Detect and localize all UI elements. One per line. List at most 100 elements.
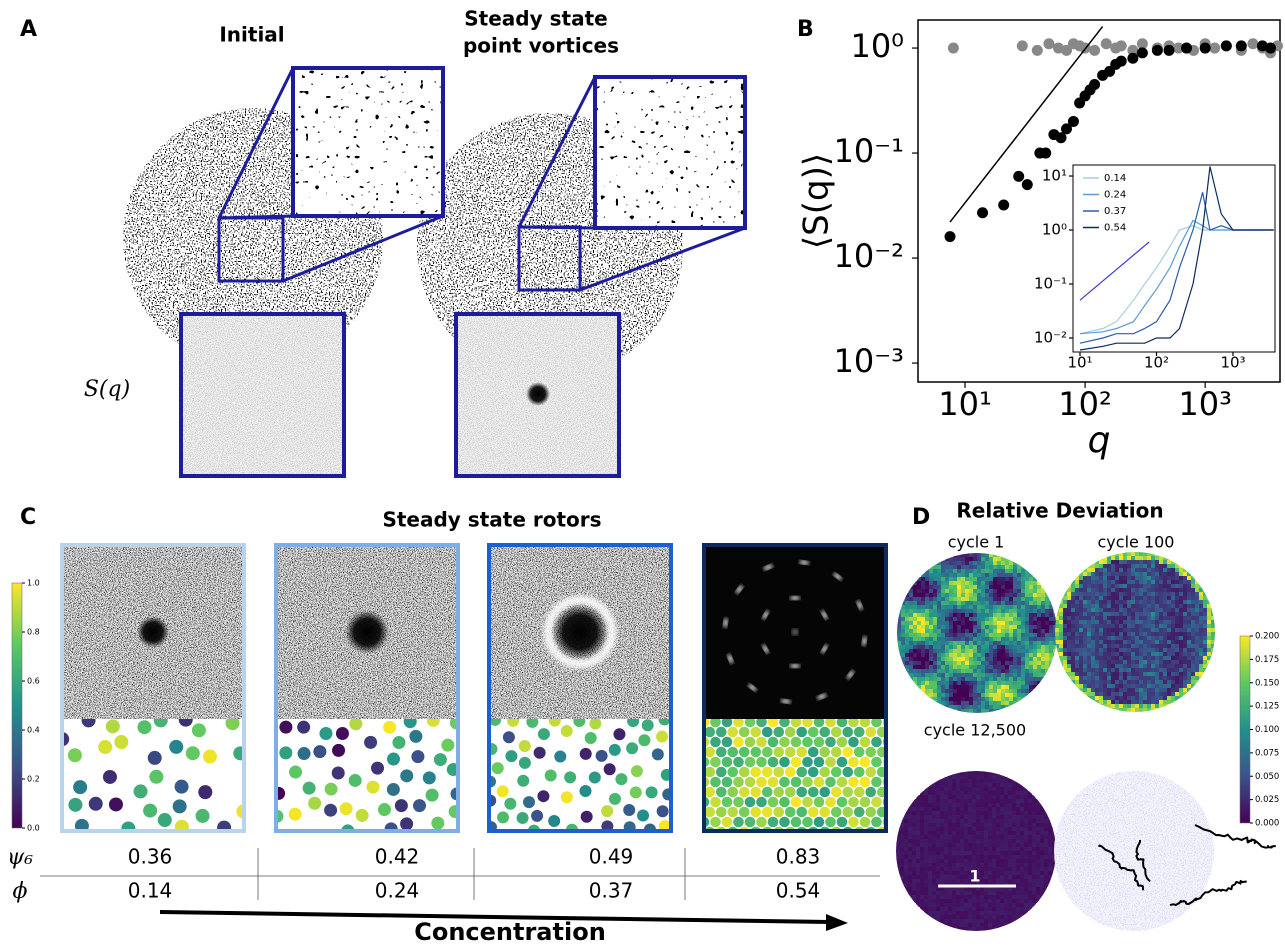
deviation-cell bbox=[968, 851, 972, 855]
deviation-cell bbox=[1211, 652, 1215, 656]
deviation-cell bbox=[1175, 644, 1179, 648]
deviation-cell bbox=[1004, 867, 1008, 871]
deviation-cell bbox=[1020, 875, 1024, 879]
deviation-cell bbox=[1099, 656, 1103, 660]
deviation-cell bbox=[989, 669, 993, 673]
deviation-cell bbox=[964, 899, 968, 903]
deviation-cell bbox=[905, 641, 909, 645]
deviation-cell bbox=[1000, 923, 1004, 927]
deviation-cell bbox=[1143, 564, 1147, 568]
deviation-cell bbox=[964, 867, 968, 871]
deviation-cell bbox=[1000, 847, 1004, 851]
deviation-cell bbox=[972, 899, 976, 903]
deviation-cell bbox=[936, 871, 940, 875]
deviation-cell bbox=[1199, 596, 1203, 600]
deviation-cell bbox=[1179, 644, 1183, 648]
deviation-cell bbox=[1001, 565, 1005, 569]
deviation-cell bbox=[957, 601, 961, 605]
deviation-cell bbox=[1131, 608, 1135, 612]
deviation-cell bbox=[952, 779, 956, 783]
deviation-cell bbox=[1115, 636, 1119, 640]
deviation-cell bbox=[1115, 648, 1119, 652]
deviation-cell bbox=[996, 811, 1000, 815]
deviation-cell bbox=[981, 677, 985, 681]
deviation-cell bbox=[1103, 628, 1107, 632]
deviation-cell bbox=[969, 557, 973, 561]
deviation-cell bbox=[1163, 688, 1167, 692]
deviation-cell bbox=[917, 629, 921, 633]
deviation-cell bbox=[1075, 624, 1079, 628]
row-label: ψ₆ bbox=[7, 845, 33, 870]
deviation-cell bbox=[969, 621, 973, 625]
deviation-cell bbox=[973, 553, 977, 557]
deviation-cell bbox=[1004, 923, 1008, 927]
deviation-cell bbox=[1040, 827, 1044, 831]
deviation-cell bbox=[1012, 863, 1016, 867]
deviation-cell bbox=[916, 835, 920, 839]
deviation-cell bbox=[953, 693, 957, 697]
deviation-cell bbox=[1025, 617, 1029, 621]
deviation-cell bbox=[1119, 680, 1123, 684]
deviation-cell bbox=[948, 815, 952, 819]
deviation-cell bbox=[940, 863, 944, 867]
deviation-cell bbox=[977, 685, 981, 689]
deviation-cell bbox=[993, 585, 997, 589]
deviation-cell bbox=[1131, 560, 1135, 564]
deviation-cell bbox=[1183, 652, 1187, 656]
deviation-cell bbox=[953, 565, 957, 569]
deviation-cell bbox=[1091, 680, 1095, 684]
deviation-cell bbox=[1163, 668, 1167, 672]
deviation-cell bbox=[973, 665, 977, 669]
deviation-cell bbox=[984, 803, 988, 807]
deviation-cell bbox=[1103, 672, 1107, 676]
deviation-cell bbox=[973, 681, 977, 685]
deviation-cell bbox=[1163, 556, 1167, 560]
rotor bbox=[581, 811, 593, 823]
deviation-cell bbox=[977, 605, 981, 609]
deviation-cell bbox=[1021, 569, 1025, 573]
deviation-cell bbox=[1131, 676, 1135, 680]
deviation-cell bbox=[1187, 644, 1191, 648]
deviation-cell bbox=[1071, 624, 1075, 628]
deviation-cell bbox=[953, 681, 957, 685]
deviation-cell bbox=[957, 661, 961, 665]
deviation-cell bbox=[1099, 568, 1103, 572]
deviation-cell bbox=[956, 907, 960, 911]
deviation-cell bbox=[1052, 871, 1056, 875]
deviation-cell bbox=[968, 771, 972, 775]
deviation-cell bbox=[1005, 605, 1009, 609]
rotor bbox=[802, 737, 813, 748]
deviation-cell bbox=[965, 693, 969, 697]
deviation-cell bbox=[1059, 636, 1063, 640]
deviation-cell bbox=[1127, 556, 1131, 560]
deviation-cell bbox=[1037, 621, 1041, 625]
deviation-cell bbox=[1187, 616, 1191, 620]
deviation-cell bbox=[1024, 875, 1028, 879]
deviation-cell bbox=[948, 827, 952, 831]
deviation-cell bbox=[980, 847, 984, 851]
deviation-cell bbox=[980, 823, 984, 827]
deviation-cell bbox=[957, 573, 961, 577]
rotor bbox=[848, 817, 859, 828]
deviation-cell bbox=[1195, 592, 1199, 596]
deviation-cell bbox=[1123, 688, 1127, 692]
deviation-cell bbox=[1012, 875, 1016, 879]
deviation-cell bbox=[1135, 584, 1139, 588]
deviation-cell bbox=[1017, 661, 1021, 665]
deviation-cell bbox=[1079, 644, 1083, 648]
deviation-cell bbox=[1099, 684, 1103, 688]
deviation-cell bbox=[1171, 636, 1175, 640]
deviation-cell bbox=[1155, 564, 1159, 568]
deviation-cell bbox=[1000, 783, 1004, 787]
deviation-cell bbox=[1024, 903, 1028, 907]
zoom-particles bbox=[293, 68, 443, 216]
deviation-cell bbox=[1091, 684, 1095, 688]
rotor bbox=[773, 807, 784, 818]
deviation-cell bbox=[896, 855, 900, 859]
deviation-cell bbox=[896, 827, 900, 831]
deviation-cell bbox=[1016, 787, 1020, 791]
deviation-cell bbox=[973, 701, 977, 705]
deviation-cell bbox=[993, 657, 997, 661]
deviation-cell bbox=[945, 573, 949, 577]
deviation-cell bbox=[1167, 640, 1171, 644]
